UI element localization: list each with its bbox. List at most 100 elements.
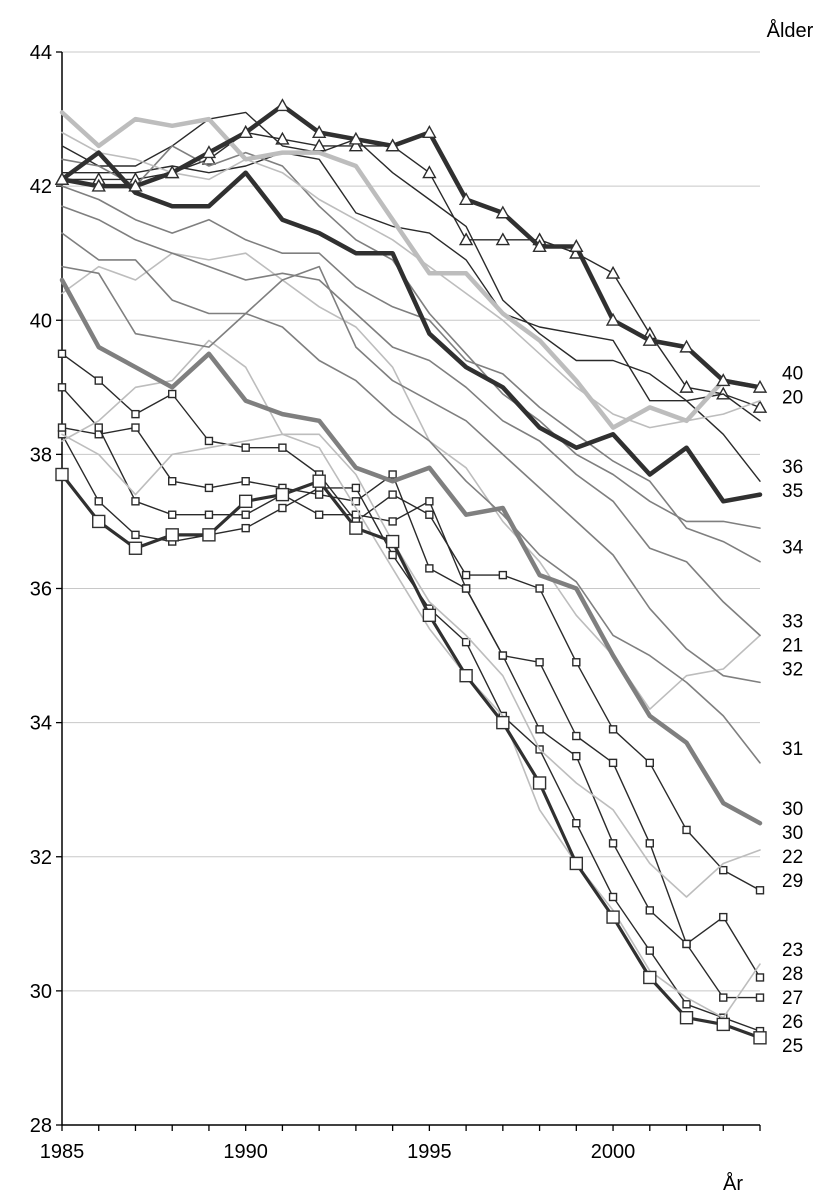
series-end-label-20-1: 20 xyxy=(782,387,803,408)
point-unlabeled-17-2000 xyxy=(605,265,621,279)
point-28-1995 xyxy=(425,497,434,506)
point-40-1985 xyxy=(54,171,70,185)
point-unlabeled-17-1997 xyxy=(495,232,511,246)
point-25-1998 xyxy=(532,776,547,790)
point-29-1998 xyxy=(535,584,544,593)
point-25-1991 xyxy=(275,487,290,502)
point-unlabeled-17-1991 xyxy=(275,131,290,145)
point-40-1992 xyxy=(311,125,327,138)
point-40-1999 xyxy=(569,239,584,252)
point-29-1988 xyxy=(168,389,177,399)
point-29-1999 xyxy=(572,658,581,667)
point-28-1987 xyxy=(131,497,140,506)
point-25-1993 xyxy=(349,521,363,535)
series-end-label-23-1: 23 xyxy=(782,940,803,961)
point-27-1998 xyxy=(535,725,544,734)
point-unlabeled-17-1995 xyxy=(422,165,437,179)
series-end-label-32-1: 32 xyxy=(782,659,803,680)
series-end-label-33-1: 33 xyxy=(782,611,803,632)
point-40-1989 xyxy=(201,145,217,159)
y-tick-label-36: 36 xyxy=(30,579,52,601)
series-end-label-31-1: 31 xyxy=(782,739,803,760)
point-unlabeled-17-2004 xyxy=(752,399,768,413)
point-28-2001 xyxy=(645,839,654,848)
point-26-1991 xyxy=(278,503,287,513)
point-27-1988 xyxy=(168,477,177,486)
point-unlabeled-17-1993 xyxy=(348,138,364,152)
point-40-1998 xyxy=(532,239,547,252)
series-line-21 xyxy=(61,252,761,711)
label-layer: 40 20 36 35 34 33 21 32 31 30 30 22 29 23 28 27 26 25 xyxy=(782,363,804,1057)
point-40-2003 xyxy=(716,373,731,387)
series-line-26 xyxy=(61,433,761,1032)
point-25-1992 xyxy=(312,474,326,488)
point-27-1992 xyxy=(314,490,324,499)
point-28-1992 xyxy=(314,510,324,519)
x-tick-label-2000: 2000 xyxy=(591,1141,636,1163)
point-27-1987 xyxy=(131,423,140,432)
point-40-1987 xyxy=(128,178,143,192)
point-25-1986 xyxy=(92,514,106,529)
series-end-label-26-1: 26 xyxy=(782,1012,803,1033)
series-line-34 xyxy=(61,185,761,563)
y-tick-label-38: 38 xyxy=(30,444,52,466)
point-25-1999 xyxy=(569,856,584,871)
point-26-1993 xyxy=(351,483,361,493)
series-line-32 xyxy=(61,232,761,684)
x-tick-label-1985: 1985 xyxy=(40,1141,85,1163)
point-40-1996 xyxy=(458,192,474,206)
point-25-1989 xyxy=(202,528,216,542)
series-end-label-30-1: 30 xyxy=(782,799,803,820)
series-end-label-22-1: 22 xyxy=(782,847,803,868)
point-25-1994 xyxy=(385,534,400,549)
point-25-2000 xyxy=(606,910,620,924)
point-28-1990 xyxy=(241,510,250,519)
point-28-2004 xyxy=(755,973,765,982)
series-end-label-21-1: 21 xyxy=(782,635,803,656)
point-29-2001 xyxy=(645,758,654,768)
point-29-1986 xyxy=(94,376,103,385)
point-28-2000 xyxy=(608,758,618,768)
series-line-unlabeled-18 xyxy=(61,111,761,422)
y-tick-label-40: 40 xyxy=(30,310,52,332)
point-40-1990 xyxy=(238,125,253,138)
point-28-1999 xyxy=(572,731,581,741)
axis-layer: 28 30 32 34 36 38 40 42 44 1985 1990 1995 2000 xyxy=(30,42,761,1163)
point-40-1988 xyxy=(165,165,180,179)
point-26-1994 xyxy=(388,550,397,560)
point-29-1985 xyxy=(57,349,67,358)
point-40-2000 xyxy=(605,312,621,326)
point-26-1996 xyxy=(461,637,471,647)
point-29-2000 xyxy=(608,725,618,734)
x-tick-label-1995: 1995 xyxy=(407,1141,452,1163)
y-tick-label-32: 32 xyxy=(30,847,52,869)
point-28-1997 xyxy=(498,651,508,660)
point-28-1996 xyxy=(461,584,471,593)
point-40-1986 xyxy=(91,178,106,192)
point-27-1999 xyxy=(572,751,581,761)
point-29-1991 xyxy=(278,443,287,452)
point-27-2004 xyxy=(755,993,765,1002)
series-line-22 xyxy=(61,339,761,898)
series-line-23 xyxy=(61,433,761,1019)
x-tick-label-1990: 1990 xyxy=(223,1141,268,1163)
point-29-2002 xyxy=(682,825,691,835)
point-27-1985 xyxy=(57,423,67,432)
point-26-1987 xyxy=(131,530,140,540)
point-40-2002 xyxy=(679,339,694,353)
point-40-1997 xyxy=(495,205,511,219)
series-end-label-30-2: 30 xyxy=(782,823,803,844)
series-line-25 xyxy=(60,472,762,1040)
y-tick-label-28: 28 xyxy=(30,1115,52,1137)
point-28-2002 xyxy=(682,939,691,949)
point-28-1986 xyxy=(94,423,103,432)
grid-layer xyxy=(62,51,760,992)
legend-title: Ålder xyxy=(767,19,814,42)
point-26-2000 xyxy=(608,892,618,902)
point-40-1994 xyxy=(385,138,400,152)
series-end-label-36-1: 36 xyxy=(782,457,803,478)
series-line-29 xyxy=(61,353,761,891)
point-26-2001 xyxy=(645,946,654,955)
point-29-2003 xyxy=(719,865,728,875)
point-unlabeled-17-2002 xyxy=(679,379,694,393)
